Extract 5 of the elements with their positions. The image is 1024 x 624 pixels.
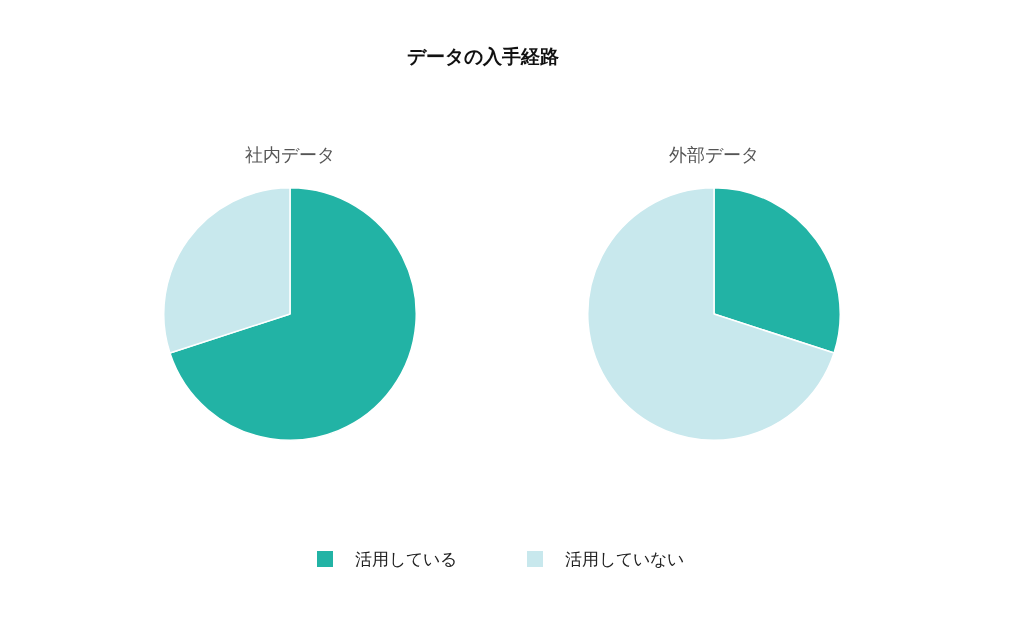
legend-label: 活用している (354, 549, 457, 569)
chart-title: データの入手経路 (406, 44, 560, 69)
chart-subtitle: 外部データ (668, 143, 760, 167)
legend-label: 活用していない (564, 549, 684, 569)
chart-subtitle: 社内データ (244, 143, 336, 167)
